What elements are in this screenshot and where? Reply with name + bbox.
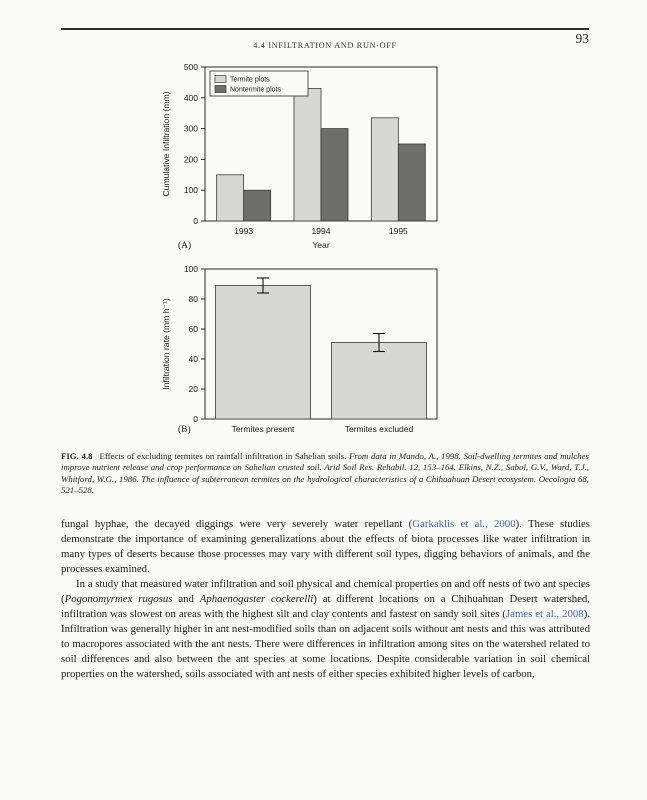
panel-label: (A) <box>178 240 191 251</box>
y-tick-label: 400 <box>184 93 198 103</box>
y-tick-label: 100 <box>184 185 198 195</box>
paragraph: fungal hyphae, the decayed diggings were… <box>61 517 590 577</box>
bar <box>243 189 272 222</box>
y-tick-label: 0 <box>193 216 198 226</box>
legend-label: Termite plots <box>230 77 270 84</box>
text-segment: fungal hyphae, the decayed diggings were… <box>61 517 413 530</box>
y-axis-label: Cumulative Infiltration (mm) <box>161 91 171 196</box>
figure-caption: FIG. 4.8 Effects of excluding termites on… <box>61 451 589 497</box>
header-row: 4.4 INFILTRATION AND RUN-OFF 93 <box>61 31 589 51</box>
bar <box>293 88 322 222</box>
text-segment: Effects of excluding termites on rainfal… <box>99 451 350 461</box>
x-category-label: Termites present <box>232 424 295 434</box>
figure-caption-label: FIG. 4.8 <box>61 451 93 461</box>
bar <box>397 143 426 222</box>
x-category-label: 1994 <box>312 226 331 236</box>
header-rule <box>61 28 589 30</box>
italic-text: Aphaenogaster cockerelli <box>199 592 314 605</box>
bar <box>216 174 245 222</box>
y-tick-label: 100 <box>184 264 198 274</box>
y-tick-label: 80 <box>189 294 199 304</box>
x-category-label: 1993 <box>234 226 253 236</box>
x-category-label: 1995 <box>389 226 408 236</box>
page-header: 4.4 INFILTRATION AND RUN-OFF 93 <box>61 28 589 51</box>
y-axis-label: Infiltration rate (mm h⁻¹) <box>161 298 171 390</box>
text-segment: and <box>172 592 200 605</box>
y-tick-label: 200 <box>184 154 198 164</box>
bar <box>370 117 399 222</box>
figure-caption-text: Effects of excluding termites on rainfal… <box>61 451 589 495</box>
x-category-label: Termites excluded <box>345 424 414 434</box>
x-axis-label: Year <box>312 240 330 250</box>
paragraph: In a study that measured water infiltrat… <box>61 577 590 682</box>
chart-a-cumulative-infiltration: 0 100 200 300 400 500 Cumulative Infiltration … <box>161 62 438 251</box>
text-segment: ). Infiltration was generally higher in … <box>61 607 591 680</box>
citation-link[interactable]: Garkaklis et al., 2000 <box>412 517 516 530</box>
text-segment: ) at different locations on a Chihuahuan… <box>61 592 590 620</box>
bar <box>215 285 311 420</box>
running-head: 4.4 INFILTRATION AND RUN-OFF <box>253 41 397 50</box>
text-segment: In a study that measured water infiltrat… <box>61 577 590 605</box>
y-tick-label: 60 <box>189 324 199 334</box>
legend-swatch <box>214 85 227 93</box>
body-text: fungal hyphae, the decayed diggings were… <box>61 517 590 682</box>
page-number: 93 <box>575 31 590 46</box>
bar <box>331 342 427 420</box>
figure-4-8: 0 100 200 300 400 500 Cumulative Infiltration … <box>0 57 647 497</box>
plot-frame <box>204 268 438 420</box>
panel-label: (B) <box>178 424 191 435</box>
italic-text: Pogonomyrmex rugosus <box>64 592 173 605</box>
citation-link[interactable]: James et al., 2008 <box>505 607 584 620</box>
bar <box>320 128 349 222</box>
y-tick-label: 0 <box>193 414 198 424</box>
y-tick-label: 20 <box>189 384 199 394</box>
italic-text: From data in Mando, A., 1998. Soil-dwell… <box>61 451 589 496</box>
y-tick-label: 500 <box>184 62 198 72</box>
legend-label: Nontermite plots <box>230 87 281 94</box>
legend-swatch <box>214 75 227 83</box>
text-segment: ). These studies demonstrate the importa… <box>61 517 590 575</box>
y-tick-label: 300 <box>184 124 198 134</box>
chart-b-infiltration-rate: 0 20 40 60 80 100 Infiltration rate (mm h⁻¹) Te… <box>161 264 438 435</box>
y-tick-label: 40 <box>189 354 199 364</box>
